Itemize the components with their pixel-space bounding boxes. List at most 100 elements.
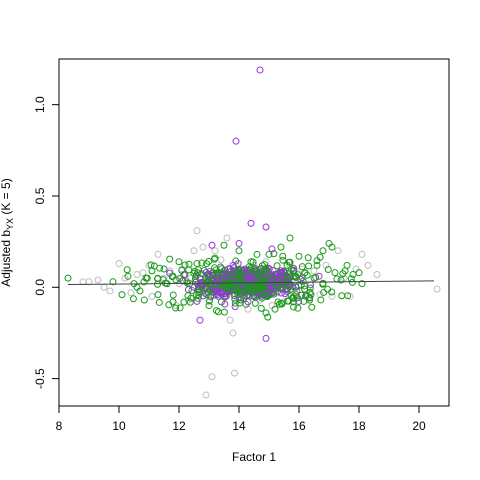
data-point-green-cluster bbox=[185, 266, 193, 274]
data-point-green-cluster bbox=[222, 290, 230, 298]
data-point-green bbox=[124, 272, 132, 280]
data-point-green-cluster bbox=[317, 296, 325, 304]
data-point-green-cluster bbox=[206, 286, 214, 294]
data-point-grey bbox=[433, 285, 441, 293]
data-point-green-cluster bbox=[212, 269, 220, 277]
data-point-grey bbox=[231, 369, 238, 377]
data-point-purple bbox=[232, 137, 240, 145]
data-point-purple-core bbox=[295, 297, 303, 305]
data-point-purple bbox=[247, 219, 255, 227]
data-point-green-cluster bbox=[280, 267, 288, 275]
data-point-purple bbox=[229, 261, 237, 269]
data-point-grey bbox=[322, 261, 330, 269]
data-point-green-cluster bbox=[273, 262, 281, 270]
data-point-green-cluster bbox=[338, 292, 346, 300]
data-point-green-cluster bbox=[210, 255, 218, 263]
data-point-purple bbox=[283, 274, 291, 282]
data-point-green-cluster bbox=[231, 299, 239, 307]
data-point-green-cluster bbox=[269, 273, 277, 281]
data-point-green-cluster bbox=[206, 297, 214, 305]
data-point-green-cluster bbox=[293, 294, 301, 302]
data-point-grey bbox=[127, 289, 135, 297]
data-point-green-cluster bbox=[306, 288, 314, 296]
y-tick-label: 0.0 bbox=[33, 279, 47, 296]
data-point-grey bbox=[94, 276, 102, 284]
data-point-green bbox=[175, 258, 183, 266]
data-point-grey bbox=[358, 250, 366, 258]
data-point-green-cluster bbox=[308, 303, 316, 311]
data-point-grey bbox=[211, 247, 219, 255]
data-point-green bbox=[64, 274, 72, 282]
data-point-purple bbox=[262, 334, 270, 342]
x-tick-label: 10 bbox=[112, 419, 126, 433]
data-point-purple-core bbox=[212, 289, 220, 297]
data-point-purple-core bbox=[231, 303, 239, 311]
data-point-green-cluster bbox=[183, 278, 191, 286]
data-point-purple bbox=[190, 283, 198, 291]
data-point-green-cluster bbox=[221, 266, 229, 274]
data-point-grey bbox=[154, 250, 162, 258]
data-point-green bbox=[358, 280, 366, 288]
data-point-green bbox=[319, 247, 327, 255]
y-axis-label-main: Adjusted b bbox=[0, 230, 13, 287]
data-point-green-cluster bbox=[140, 296, 148, 304]
data-point-grey bbox=[226, 316, 234, 324]
data-point-grey bbox=[190, 247, 198, 255]
data-point-green-cluster bbox=[341, 267, 349, 275]
data-point-green-cluster bbox=[250, 293, 258, 301]
data-point-green-cluster bbox=[290, 303, 298, 311]
data-point-green-cluster bbox=[257, 275, 265, 283]
data-point-green-cluster bbox=[279, 252, 287, 260]
data-point-grey bbox=[139, 269, 147, 277]
data-point-green-cluster bbox=[176, 304, 184, 312]
data-point-grey bbox=[364, 261, 372, 269]
data-point-green-cluster bbox=[258, 284, 266, 292]
data-point-green-cluster bbox=[237, 296, 245, 304]
data-point-green-cluster bbox=[178, 266, 186, 274]
data-point-green-cluster bbox=[268, 289, 276, 297]
data-point-green-cluster bbox=[300, 297, 308, 305]
y-tick-label: 1.0 bbox=[33, 96, 47, 113]
data-point-green-cluster bbox=[312, 273, 320, 281]
data-point-green-cluster bbox=[348, 278, 356, 286]
data-point-grey bbox=[229, 329, 237, 337]
data-point-green bbox=[262, 309, 270, 317]
data-point-purple bbox=[196, 316, 204, 324]
data-point-green-cluster bbox=[328, 288, 336, 296]
data-point-grey bbox=[115, 260, 123, 268]
data-point-purple bbox=[220, 271, 228, 279]
data-point-green-cluster bbox=[176, 274, 184, 282]
data-point-green-cluster bbox=[257, 304, 265, 312]
data-point-green bbox=[349, 271, 357, 279]
data-point-green bbox=[265, 250, 273, 258]
data-point-green-cluster bbox=[129, 295, 137, 303]
data-point-green-cluster bbox=[203, 290, 211, 298]
y-tick-label: 0.5 bbox=[33, 187, 47, 204]
data-point-green bbox=[235, 247, 243, 255]
data-point-green-cluster bbox=[270, 250, 278, 258]
data-point-green-cluster bbox=[275, 300, 283, 308]
data-point-green bbox=[253, 250, 261, 258]
data-point-purple-core bbox=[315, 272, 323, 280]
data-point-purple-core bbox=[193, 297, 201, 305]
y-tick-label: -0.5 bbox=[33, 368, 47, 389]
data-point-green bbox=[205, 302, 213, 310]
data-point-purple bbox=[208, 241, 216, 249]
data-point-green-cluster bbox=[286, 282, 294, 290]
data-point-green-cluster bbox=[320, 288, 328, 296]
data-point-green-cluster bbox=[288, 282, 296, 290]
data-point-green-cluster bbox=[239, 274, 247, 282]
data-point-purple bbox=[253, 292, 261, 300]
data-point-green-cluster bbox=[251, 270, 259, 278]
data-point-green-cluster bbox=[217, 298, 225, 306]
data-point-green-cluster bbox=[194, 266, 202, 274]
y-axis: -0.5 0.0 0.5 1.0 bbox=[33, 96, 60, 389]
points-layer bbox=[64, 66, 441, 399]
data-point-green-cluster bbox=[249, 258, 257, 266]
data-point-green-cluster bbox=[289, 294, 297, 302]
data-point-green-cluster bbox=[195, 291, 203, 299]
x-axis-label: Factor 1 bbox=[232, 450, 276, 464]
data-point-grey bbox=[148, 292, 156, 300]
data-point-green-cluster bbox=[236, 286, 243, 294]
